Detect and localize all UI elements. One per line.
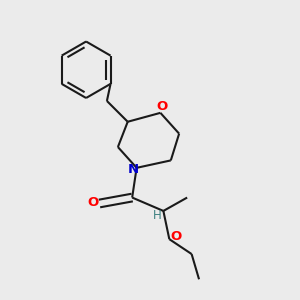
Text: O: O — [156, 100, 167, 113]
Text: O: O — [170, 230, 182, 243]
Text: N: N — [128, 163, 139, 176]
Text: O: O — [87, 196, 99, 208]
Text: H: H — [152, 209, 161, 222]
